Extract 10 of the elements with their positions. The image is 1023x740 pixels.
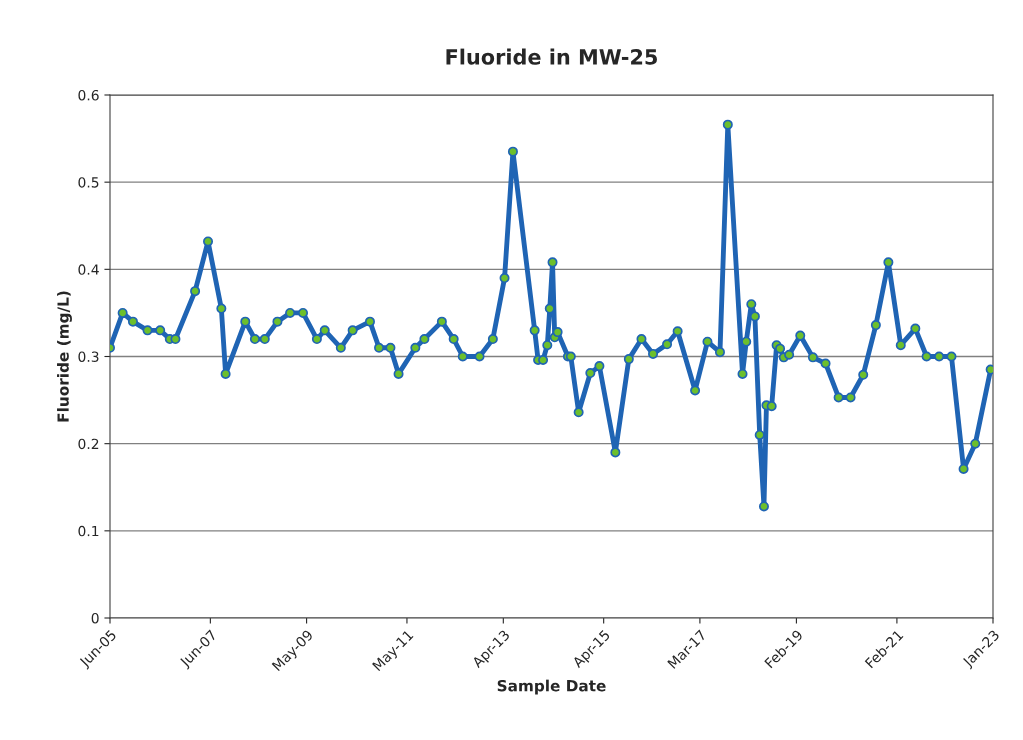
y-tick-label: 0 xyxy=(91,612,99,624)
y-tick-label: 0.1 xyxy=(78,525,99,537)
y-tick-label: 0.4 xyxy=(78,264,99,275)
y-axis-title: Fluoride (mg/L) xyxy=(57,291,72,422)
y-tick-label: 0.3 xyxy=(78,351,99,362)
y-tick-label: 0.2 xyxy=(78,438,99,450)
chart-title: Fluoride in MW-25 xyxy=(446,48,657,65)
y-tick-label: 0.6 xyxy=(78,89,99,101)
y-tick-label: 0.5 xyxy=(78,177,99,188)
x-axis-title: Sample Date xyxy=(497,679,606,695)
